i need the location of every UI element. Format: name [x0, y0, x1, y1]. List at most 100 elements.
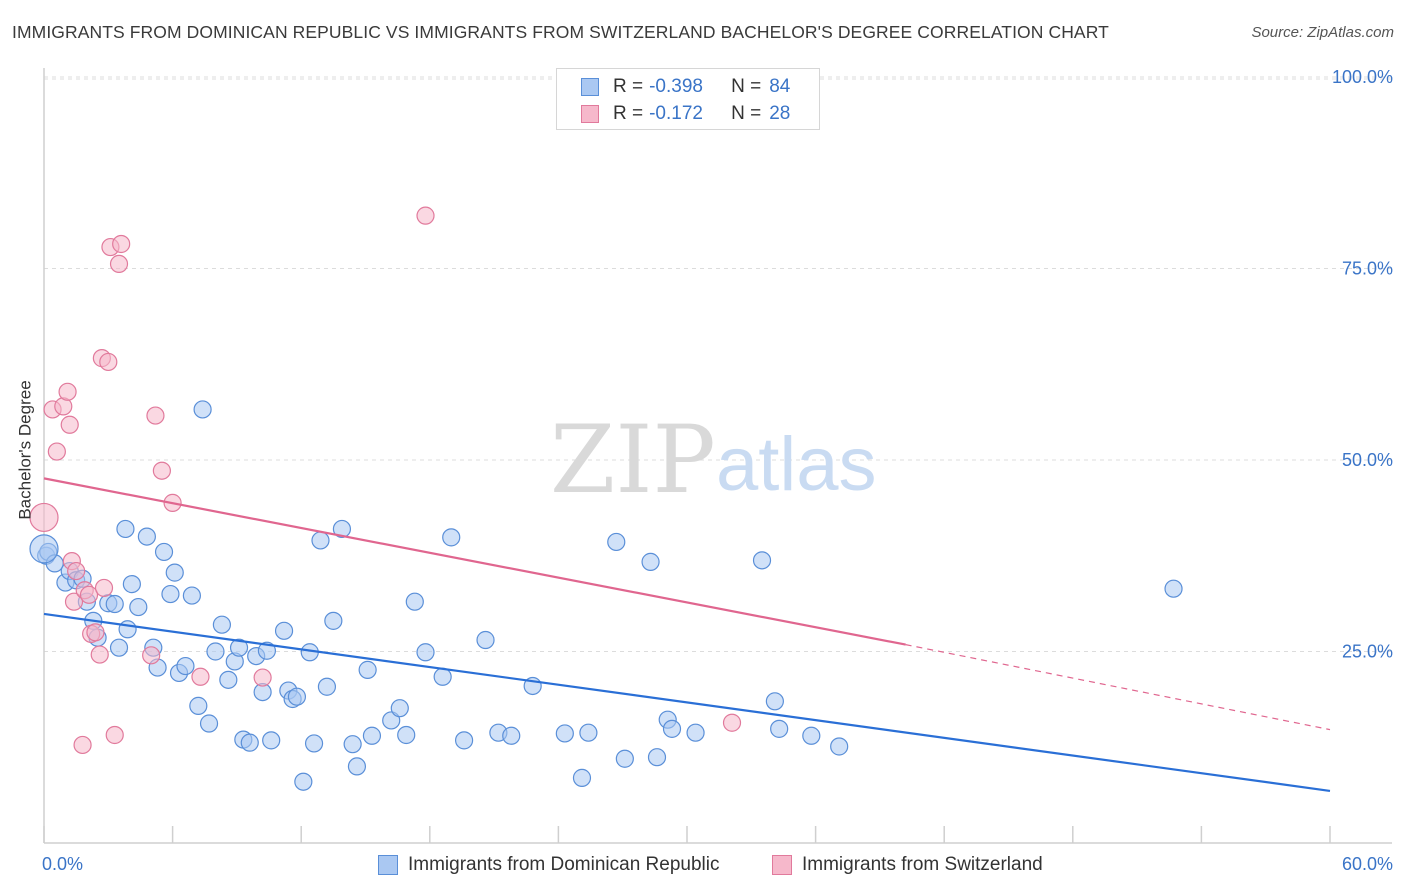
y-axis-label-wrap: Bachelor's Degree [14, 300, 38, 600]
point-switzerland [112, 234, 131, 254]
x-tick-label: 60.0% [1342, 854, 1393, 874]
y-tick-label: 50.0% [1342, 450, 1393, 470]
r-value: -0.172 [649, 103, 703, 124]
point-dominican [752, 551, 772, 570]
r-label: R = [613, 103, 644, 124]
point-dominican [199, 714, 219, 733]
point-switzerland [94, 578, 114, 598]
point-dominican [161, 584, 180, 604]
chart-title: IMMIGRANTS FROM DOMINICAN REPUBLIC VS IM… [12, 22, 1109, 42]
point-dominican [662, 719, 682, 738]
point-dominican [274, 621, 294, 640]
point-switzerland [146, 406, 165, 425]
legend-swatch-blue [378, 855, 398, 875]
pink-swatch [581, 105, 599, 123]
point-dominican [390, 699, 409, 718]
point-dominican [109, 638, 129, 657]
n-label: N = [731, 103, 762, 124]
point-dominican [615, 749, 634, 768]
point-dominican [189, 696, 208, 715]
point-dominican [362, 726, 382, 745]
point-dominican [154, 542, 174, 562]
r-value: -0.398 [649, 76, 703, 97]
legend-item-dominican[interactable]: Immigrants from Dominican Republic [378, 852, 720, 878]
trend-line-dominican [43, 612, 1331, 793]
point-dominican [105, 594, 124, 614]
point-dominican [287, 687, 307, 706]
point-dominican [607, 532, 626, 552]
watermark-zip: ZIP [550, 406, 716, 515]
blue-swatch [581, 78, 599, 96]
point-dominican [397, 725, 416, 745]
point-dominican [304, 734, 324, 753]
point-dominican [405, 592, 424, 611]
n-value: 28 [769, 103, 791, 124]
point-dominican [802, 726, 821, 745]
point-switzerland [109, 254, 129, 274]
point-dominican [294, 772, 313, 791]
point-dominican [433, 667, 452, 686]
point-switzerland [60, 415, 79, 434]
point-dominican [240, 733, 259, 752]
point-dominican [343, 735, 362, 754]
y-tick-label: 25.0% [1342, 642, 1393, 662]
point-dominican [129, 597, 148, 617]
point-dominican [262, 731, 281, 750]
legend-label: Immigrants from Switzerland [802, 854, 1043, 875]
point-switzerland [29, 502, 59, 533]
point-dominican [502, 726, 521, 745]
y-tick-label: 100.0% [1332, 67, 1393, 87]
point-switzerland [191, 667, 210, 686]
point-dominican [324, 611, 343, 630]
point-dominican [29, 534, 59, 564]
point-switzerland [253, 668, 272, 687]
data-points [29, 206, 1183, 791]
x-tick-label: 0.0% [42, 854, 83, 874]
point-switzerland [142, 646, 161, 665]
legend-item-switzerland[interactable]: Immigrants from Switzerland [772, 852, 1043, 878]
point-switzerland [416, 206, 435, 225]
point-dominican [212, 615, 231, 634]
point-dominican [770, 719, 789, 738]
point-dominican [579, 723, 598, 742]
r-label: R = [613, 76, 644, 97]
point-dominican [454, 731, 474, 750]
point-dominican [182, 586, 201, 605]
point-switzerland [67, 561, 86, 581]
n-label: N = [731, 76, 762, 97]
point-dominican [572, 768, 592, 787]
gridlines [44, 76, 1392, 652]
point-dominican [137, 527, 156, 546]
point-dominican [476, 630, 495, 650]
point-dominican [257, 641, 277, 660]
point-dominican [347, 757, 367, 776]
point-switzerland [152, 461, 171, 480]
point-dominican [647, 748, 667, 767]
point-switzerland [58, 382, 77, 401]
point-dominican [358, 660, 377, 679]
trend-line-switzerland [43, 477, 906, 646]
y-axis-label: Bachelor's Degree [16, 380, 36, 520]
trend-line-switzerland-extrapolated [905, 644, 1331, 731]
point-dominican [229, 638, 249, 657]
stats-row-switzerland: R = -0.172 N = 28 [581, 101, 790, 127]
point-dominican [165, 563, 184, 582]
tick-labels: 25.0% 50.0% 75.0% 100.0% 0.0% 60.0% [42, 67, 1393, 874]
point-switzerland [99, 352, 118, 372]
point-dominican [176, 656, 195, 676]
n-value: 84 [769, 76, 791, 97]
point-dominican [122, 574, 141, 594]
point-switzerland [73, 735, 92, 755]
point-dominican [641, 552, 660, 571]
point-switzerland [105, 725, 124, 745]
point-dominican [219, 670, 238, 689]
stats-row-dominican: R = -0.398 N = 84 [581, 74, 790, 100]
point-switzerland [79, 585, 99, 604]
point-dominican [765, 692, 784, 711]
point-dominican [442, 528, 461, 547]
point-dominican [555, 724, 574, 743]
point-dominican [311, 531, 330, 550]
trend-lines [43, 477, 1331, 793]
y-tick-label: 75.0% [1342, 259, 1393, 279]
